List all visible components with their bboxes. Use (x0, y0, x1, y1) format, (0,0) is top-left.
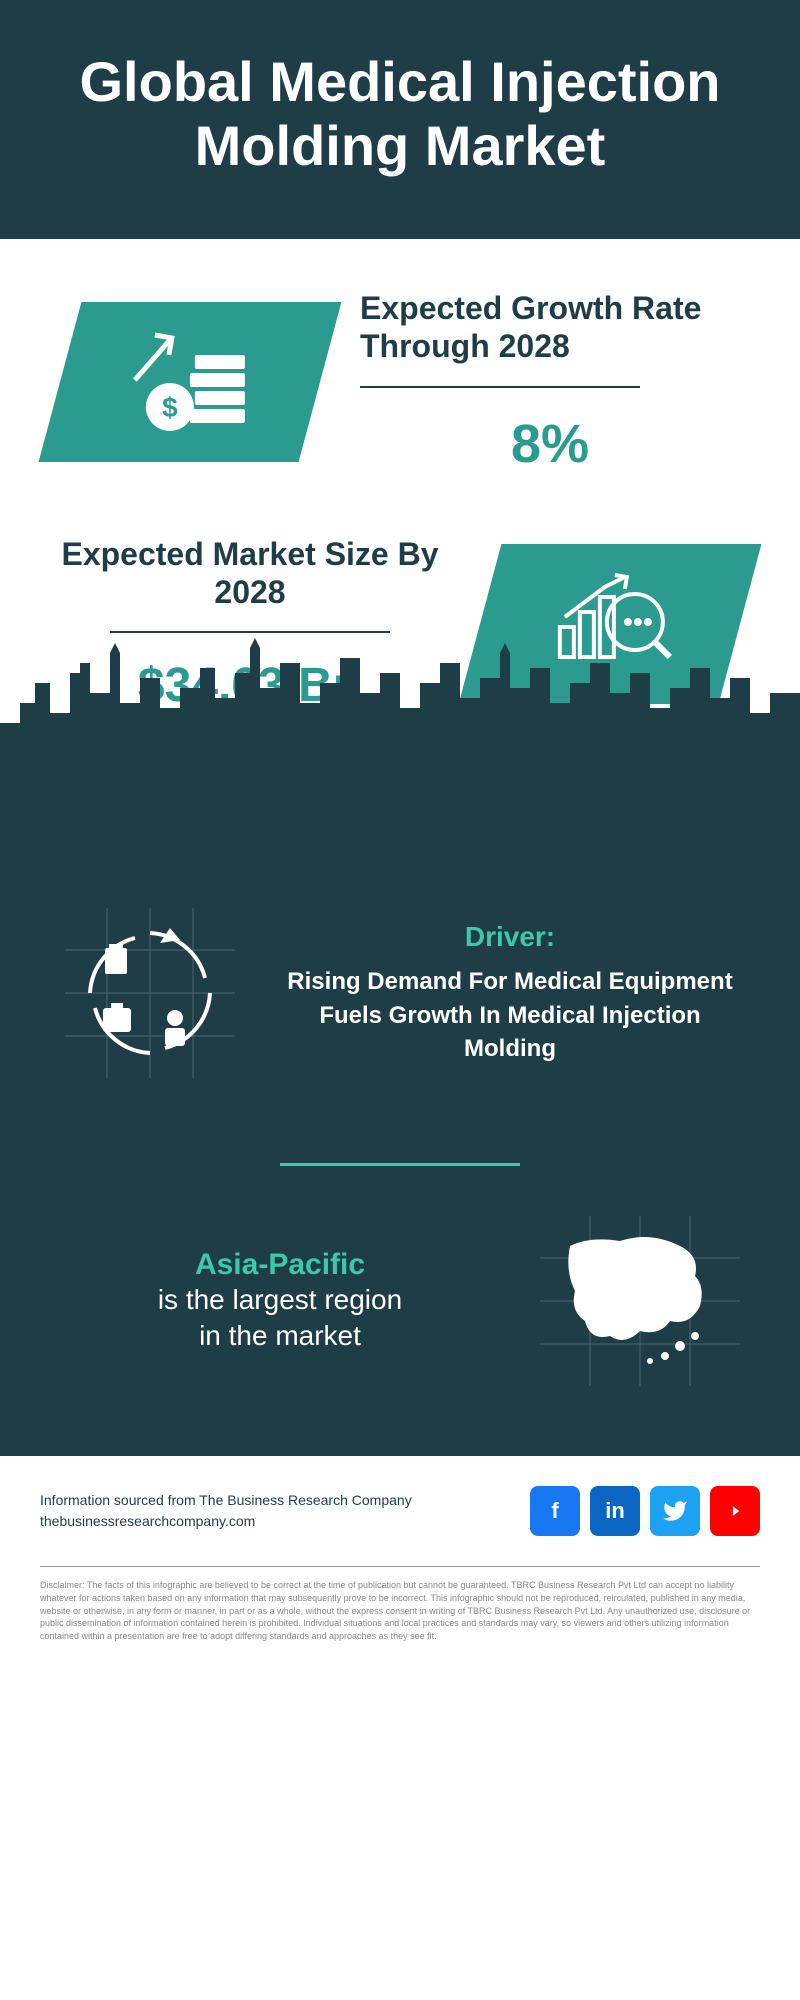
divider (360, 386, 640, 388)
source-line-2: thebusinessresearchcompany.com (40, 1511, 412, 1532)
asia-map-icon (540, 1216, 740, 1386)
region-row: Asia-Pacific is the largest region in th… (60, 1216, 740, 1386)
teal-divider (280, 1163, 520, 1166)
facebook-icon[interactable]: f (530, 1486, 580, 1536)
growth-icon-container: $ (39, 302, 342, 462)
svg-text:$: $ (162, 391, 178, 422)
growth-section: $ Expected Growth Rate Through 2028 8% (0, 239, 800, 505)
healthcare-cycle-icon (65, 908, 235, 1078)
driver-icon-container (60, 903, 240, 1083)
dark-section: Driver: Rising Demand For Medical Equipm… (0, 873, 800, 1456)
linkedin-icon[interactable]: in (590, 1486, 640, 1536)
money-growth-icon: $ (120, 324, 260, 434)
region-subtext-1: is the largest region (60, 1282, 500, 1318)
social-icons: f in (530, 1486, 760, 1536)
market-label: Expected Market Size By 2028 (60, 535, 440, 612)
footer-source: Information sourced from The Business Re… (40, 1490, 412, 1532)
youtube-icon[interactable] (710, 1486, 760, 1536)
footer: Information sourced from The Business Re… (0, 1456, 800, 1556)
main-title: Global Medical Injection Molding Market (40, 50, 760, 179)
growth-text-block: Expected Growth Rate Through 2028 8% (360, 289, 740, 475)
growth-value: 8% (360, 413, 740, 475)
region-text-block: Asia-Pacific is the largest region in th… (60, 1248, 500, 1355)
twitter-icon[interactable] (650, 1486, 700, 1536)
header: Global Medical Injection Molding Market (0, 0, 800, 239)
disclaimer: Disclaimer: The facts of this infographi… (40, 1566, 760, 1642)
region-icon-container (540, 1216, 740, 1386)
region-highlight: Asia-Pacific (60, 1248, 500, 1282)
region-subtext-2: in the market (60, 1318, 500, 1354)
skyline-divider (0, 753, 800, 873)
driver-text-block: Driver: Rising Demand For Medical Equipm… (280, 921, 740, 1066)
driver-description: Rising Demand For Medical Equipment Fuel… (280, 965, 740, 1066)
driver-row: Driver: Rising Demand For Medical Equipm… (60, 903, 740, 1083)
driver-label: Driver: (280, 921, 740, 953)
source-line-1: Information sourced from The Business Re… (40, 1490, 412, 1511)
growth-label: Expected Growth Rate Through 2028 (360, 289, 740, 366)
